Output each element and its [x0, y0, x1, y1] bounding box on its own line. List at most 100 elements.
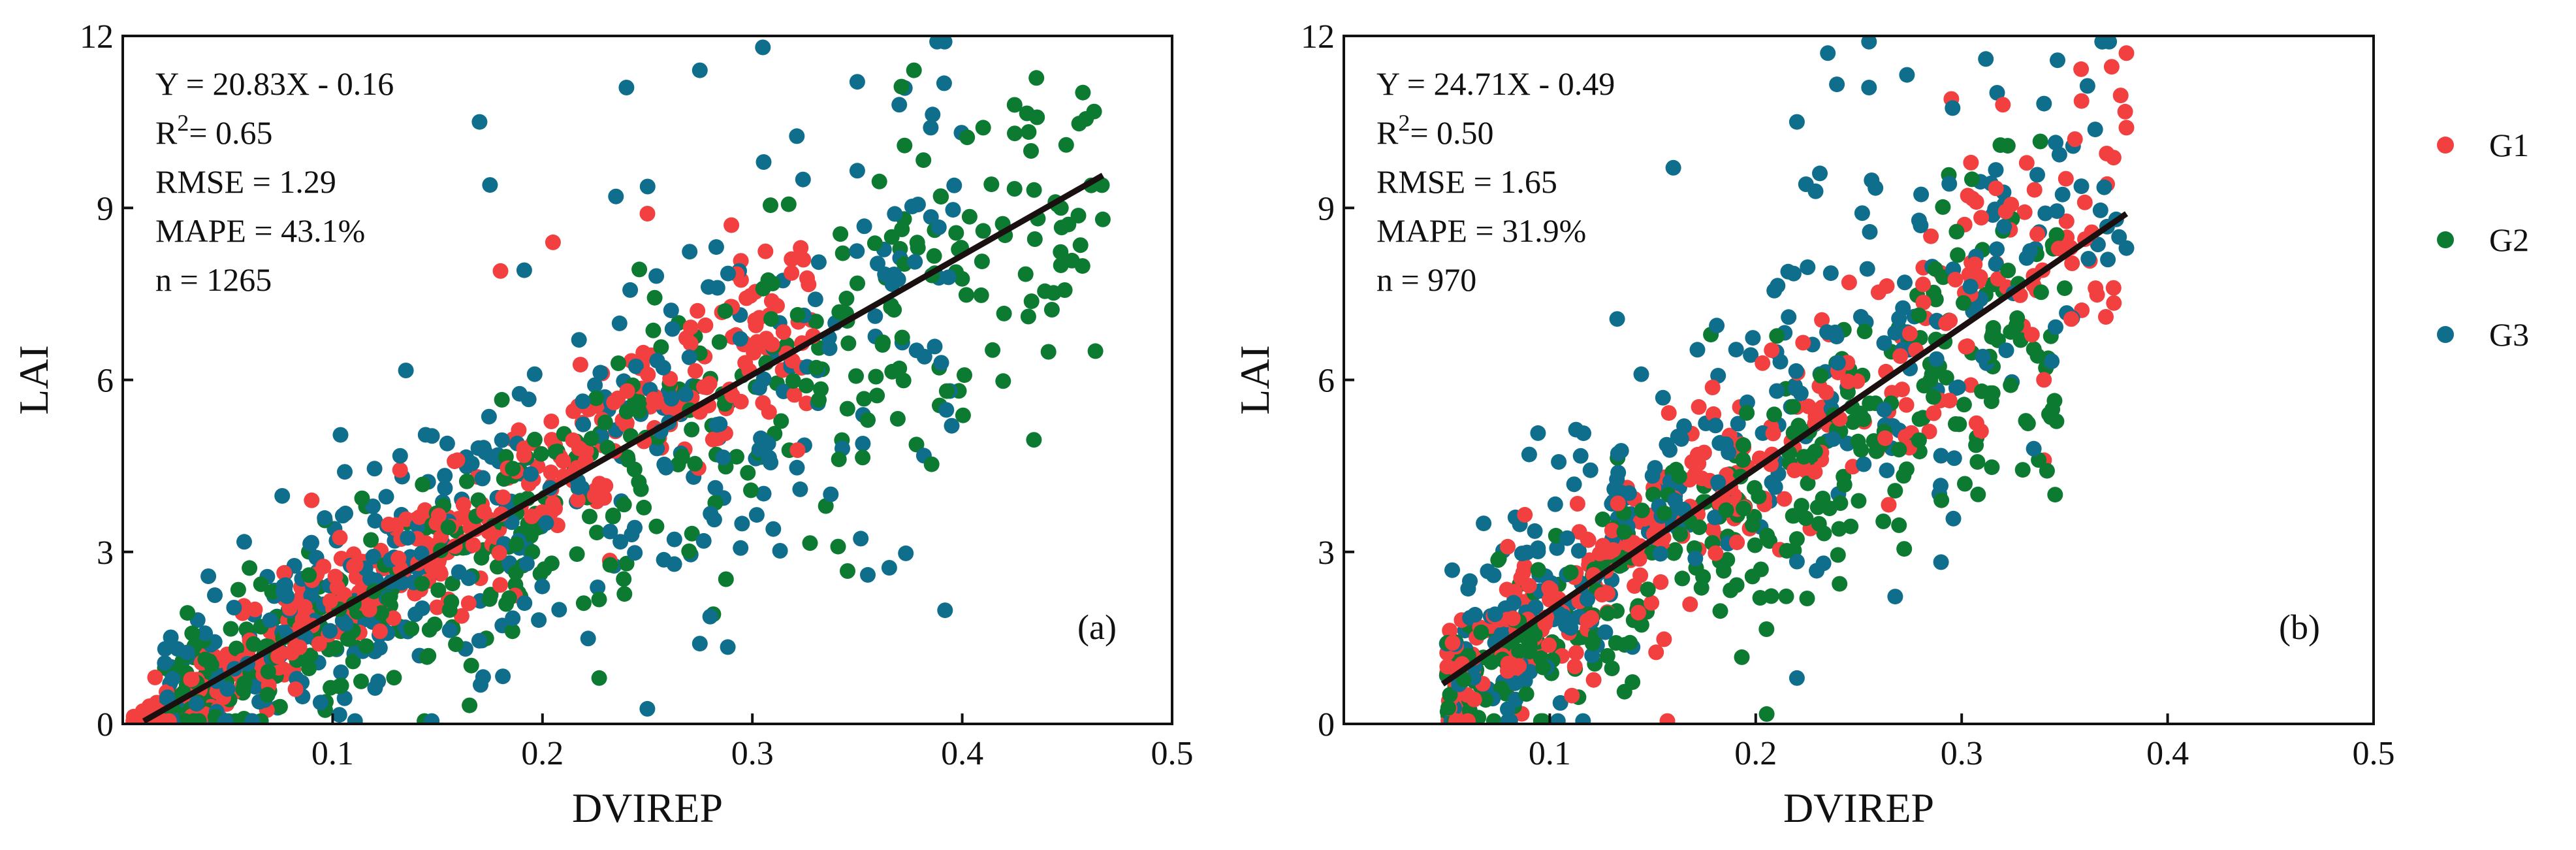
scatter-point-g3: [1876, 402, 1892, 418]
scatter-point-g3: [1856, 456, 1872, 472]
scatter-point-g3: [1861, 36, 1877, 50]
scatter-point-g3: [692, 62, 708, 78]
scatter-point-g2: [481, 591, 498, 607]
scatter-point-g2: [1968, 437, 1984, 453]
scatter-point-g3: [702, 608, 718, 625]
r2-value-b: = 0.50: [1410, 114, 1493, 151]
legend-label-g3: G3: [2489, 316, 2529, 353]
scatter-point-g2: [955, 407, 971, 423]
scatter-point-g3: [505, 610, 521, 627]
scatter-point-g3: [1789, 670, 1805, 686]
scatter-point-g2: [223, 621, 239, 637]
scatter-point-g2: [462, 697, 478, 713]
scatter-point-g2: [1832, 576, 1848, 592]
scatter-point-g3: [471, 114, 488, 130]
scatter-point-g1: [1729, 534, 1745, 551]
scatter-point-g1: [1776, 491, 1792, 507]
scatter-point-g2: [333, 678, 349, 694]
scatter-point-g2: [840, 563, 855, 579]
scatter-point-g2: [923, 456, 940, 472]
scatter-point-g1: [1898, 397, 1915, 413]
scatter-point-g3: [1772, 353, 1789, 370]
scatter-point-g3: [1710, 368, 1726, 384]
scatter-point-g2: [983, 176, 1000, 193]
scatter-point-g3: [715, 450, 731, 465]
scatter-point-g2: [404, 621, 420, 637]
scatter-point-g2: [1933, 492, 1950, 508]
scatter-point-g3: [1879, 463, 1895, 478]
scatter-point-g2: [588, 390, 604, 406]
scatter-point-g1: [1659, 713, 1676, 724]
y-tick-label: 9: [97, 190, 114, 227]
scatter-point-g3: [2050, 52, 2065, 69]
scatter-point-g3: [849, 163, 865, 179]
scatter-point-g3: [1928, 351, 1945, 367]
scatter-point-g3: [482, 177, 498, 193]
scatter-point-g3: [639, 700, 656, 717]
scatter-point-g2: [729, 449, 744, 465]
scatter-point-g2: [1521, 644, 1538, 660]
scatter-point-g2: [674, 448, 690, 465]
scatter-point-g2: [2003, 324, 2019, 340]
y-tick-label: 3: [1318, 534, 1335, 572]
y-tick-label: 0: [97, 706, 114, 744]
scatter-point-g3: [516, 262, 532, 278]
scatter-point-g2: [2039, 463, 2055, 479]
scatter-point-g2: [616, 586, 633, 602]
scatter-point-g2: [1800, 475, 1816, 491]
scatter-point-g3: [474, 470, 490, 487]
panel-a: 0.1 0.2 0.3 0.4 0.5 0 3 6 9 12 DVIREP LAI (a) Y =…: [10, 18, 1194, 831]
scatter-point-g2: [340, 631, 356, 647]
x-tick-label: 0.2: [521, 735, 564, 772]
scatter-point-g3: [163, 629, 179, 646]
scatter-point-g3: [437, 468, 453, 484]
scatter-point-g1: [572, 357, 588, 373]
scatter-point-g2: [533, 446, 549, 462]
scatter-point-g2: [463, 657, 479, 674]
scatter-point-g1: [682, 319, 699, 336]
scatter-point-g1: [747, 312, 763, 329]
scatter-point-g3: [1487, 606, 1503, 623]
scatter-point-g2: [848, 368, 864, 384]
y-tick-label: 12: [80, 18, 114, 56]
scatter-point-g3: [157, 641, 173, 657]
scatter-point-g1: [775, 324, 791, 340]
scatter-point-g1: [690, 302, 706, 319]
scatter-point-g3: [165, 670, 181, 687]
scatter-point-g3: [207, 587, 223, 603]
scatter-point-g2: [1695, 569, 1711, 585]
scatter-point-g3: [1913, 186, 1930, 203]
scatter-point-g1: [1764, 342, 1780, 358]
scatter-point-g3: [789, 128, 805, 144]
scatter-point-g2: [494, 391, 510, 408]
scatter-point-g2: [1442, 687, 1458, 703]
scatter-point-g2: [1956, 295, 1971, 311]
fit-line-a-group: [142, 172, 1105, 724]
scatter-point-g2: [1530, 562, 1546, 578]
scatter-point-g2: [591, 670, 607, 686]
scatter-point-g3: [703, 506, 719, 522]
axis-ticks-a: 0.1 0.2 0.3 0.4 0.5 0 3 6 9 12: [80, 18, 1194, 772]
scatter-point-g2: [869, 387, 885, 404]
scatter-point-g2: [2020, 416, 2036, 432]
scatter-point-g2: [526, 431, 543, 448]
scatter-point-g2: [597, 414, 613, 431]
scatter-point-g1: [739, 290, 755, 306]
scatter-point-g2: [373, 605, 389, 621]
scatter-point-g2: [1616, 683, 1632, 700]
scatter-point-g2: [961, 208, 978, 225]
scatter-point-g3: [1792, 385, 1809, 402]
scatter-point-g3: [1988, 162, 2004, 178]
scatter-point-g2: [1023, 143, 1039, 159]
scatter-point-g1: [784, 265, 800, 281]
scatter-point-g1: [398, 511, 415, 527]
scatter-point-g1: [547, 500, 563, 517]
legend: G1 G2 G3: [2437, 127, 2529, 353]
scatter-point-g2: [2046, 393, 2063, 409]
scatter-point-g2: [1666, 545, 1682, 561]
scatter-point-g3: [1655, 389, 1671, 406]
scatter-point-g3: [464, 455, 480, 472]
scatter-point-g1: [381, 516, 397, 532]
scatter-point-g2: [191, 713, 207, 724]
scatter-point-g2: [1911, 432, 1927, 448]
